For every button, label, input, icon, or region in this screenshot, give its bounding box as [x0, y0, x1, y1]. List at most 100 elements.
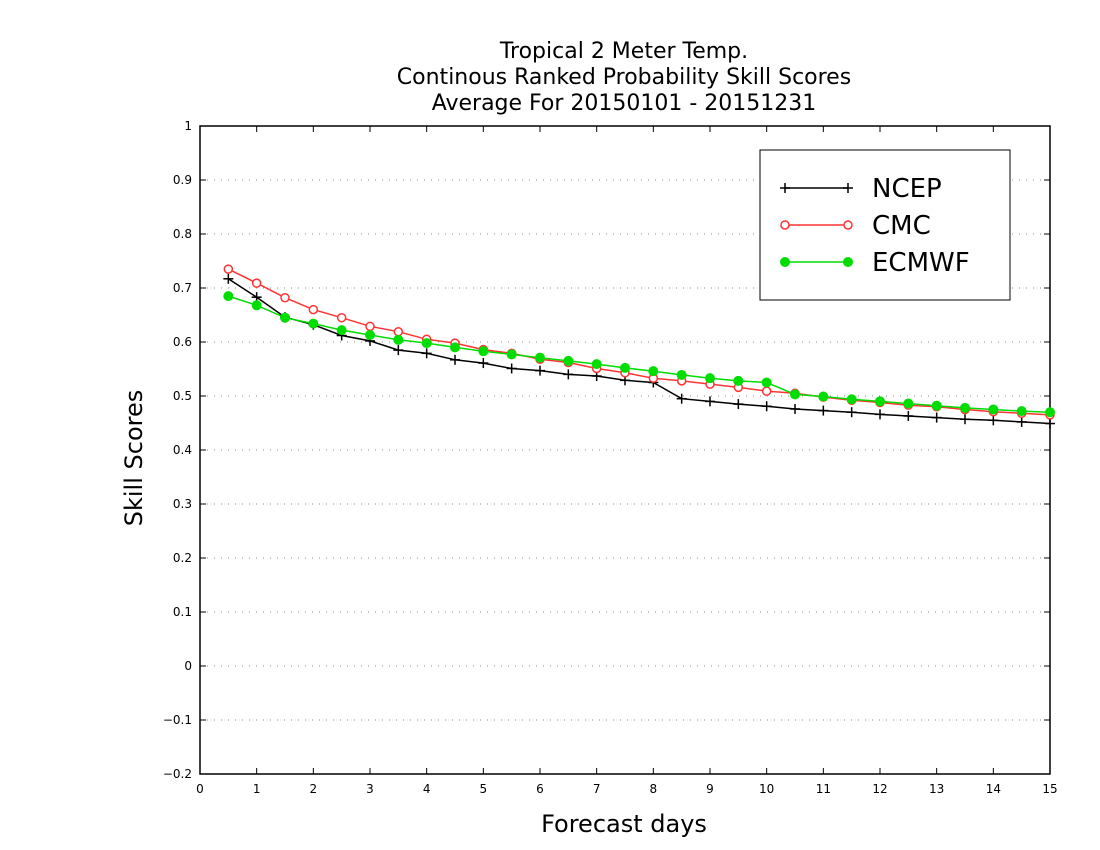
x-tick-label: 14 [986, 782, 1001, 796]
x-tick-label: 1 [253, 782, 261, 796]
x-tick-label: 0 [196, 782, 204, 796]
ecmwf-point [535, 352, 545, 363]
x-tick-label: 2 [310, 782, 318, 796]
ncep-point [931, 412, 942, 423]
x-tick-label: 3 [366, 782, 374, 796]
y-tick-label: 0.5 [173, 389, 192, 403]
ncep-point [790, 403, 800, 414]
ecmwf-point [676, 369, 687, 380]
ecmwf-point [790, 389, 800, 400]
ecmwf-point [591, 359, 602, 370]
ncep-point [1016, 416, 1027, 427]
y-tick-label: 0.3 [173, 497, 192, 511]
y-tick-label: 0.8 [173, 227, 192, 241]
ncep-point [733, 399, 744, 410]
x-tick-label: 4 [423, 782, 431, 796]
cmc-point [223, 264, 234, 274]
legend-item-ecmwf: ECMWF [780, 248, 970, 278]
ecmwf-point [875, 396, 885, 407]
series-ecmwf [223, 291, 1055, 418]
x-tick-label: 15 [1042, 782, 1057, 796]
ecmwf-point [223, 291, 234, 302]
ecmwf-point [393, 334, 404, 345]
ncep-point [761, 401, 772, 412]
ncep-point [393, 345, 404, 356]
ncep-line [227, 278, 1051, 425]
y-tick-label: 0.7 [173, 281, 192, 295]
ecmwf-point [648, 366, 659, 377]
cmc-point [393, 326, 404, 337]
cmc-point [251, 278, 262, 288]
ncep-point [450, 354, 460, 365]
ecmwf-point [308, 318, 319, 329]
ecmwf-point [903, 398, 914, 409]
x-tick-label: 6 [536, 782, 544, 796]
legend-item-ncep: NCEP [780, 174, 942, 204]
ecmwf-point [563, 355, 574, 366]
x-tick-label: 13 [929, 782, 944, 796]
x-tick-label: 7 [593, 782, 601, 796]
x-tick-label: 8 [650, 782, 658, 796]
legend-marker [780, 257, 790, 267]
ncep-point [903, 410, 914, 421]
ecmwf-point [846, 394, 857, 405]
ncep-point [478, 358, 489, 369]
legend-label-ecmwf: ECMWF [872, 248, 970, 278]
legend-marker [780, 220, 790, 230]
ncep-point [960, 414, 970, 425]
title-line-1: Tropical 2 Meter Temp. [499, 39, 748, 64]
y-tick-label: −0.1 [163, 713, 192, 727]
cmc-point [365, 321, 375, 332]
cmc-point [761, 386, 772, 396]
y-tick-label: 0.9 [173, 173, 192, 187]
axis-ticks: −0.2−0.100.10.20.30.40.50.60.70.80.910 1 2… [163, 119, 1058, 796]
ncep-point [818, 405, 829, 416]
title-line-3: Average For 20150101 - 20151231 [432, 91, 817, 116]
ncep-point [705, 396, 715, 407]
ecmwf-point [280, 312, 290, 323]
legend-marker [843, 220, 853, 230]
ncep-point [421, 348, 432, 359]
ecmwf-point [365, 329, 375, 340]
legend-item-cmc: CMC [780, 211, 931, 241]
ecmwf-point [421, 338, 432, 349]
ecmwf-point [336, 325, 347, 336]
ecmwf-point [506, 349, 517, 360]
cmc-point [280, 292, 290, 303]
y-tick-label: 0.1 [173, 605, 192, 619]
y-tick-label: −0.2 [163, 767, 192, 781]
y-tick-label: 0.6 [173, 335, 192, 349]
x-tick-label: 11 [816, 782, 831, 796]
y-tick-label: 0.4 [173, 443, 192, 457]
x-tick-label: 12 [872, 782, 887, 796]
ecmwf-point [931, 400, 942, 411]
ecmwf-point [251, 300, 262, 311]
ncep-point [535, 365, 545, 376]
ncep-point [988, 415, 999, 426]
ncep-point [1045, 418, 1055, 429]
ecmwf-point [620, 362, 630, 373]
ncep-point [875, 409, 885, 420]
cmc-point [336, 312, 347, 323]
x-tick-label: 9 [706, 782, 714, 796]
ecmwf-point [1045, 407, 1055, 418]
title-line-2: Continous Ranked Probability Skill Score… [397, 65, 851, 90]
x-axis-label: Forecast days [541, 810, 707, 838]
y-tick-label: 0.2 [173, 551, 192, 565]
ecmwf-point [1016, 406, 1027, 417]
x-tick-label: 5 [480, 782, 488, 796]
y-tick-label: 0 [184, 659, 192, 673]
ecmwf-point [960, 402, 970, 413]
legend-marker [843, 257, 853, 267]
series-lines [223, 264, 1055, 429]
y-tick-label: 1 [184, 119, 192, 133]
ncep-point [846, 407, 857, 418]
legend-marker [843, 183, 853, 193]
ecmwf-point [450, 342, 460, 353]
legend-marker [780, 183, 790, 193]
ecmwf-point [818, 391, 829, 402]
ecmwf-point [733, 375, 744, 386]
legend: NCEP CMC ECMWF [759, 149, 1011, 301]
ecmwf-line [228, 295, 1051, 413]
